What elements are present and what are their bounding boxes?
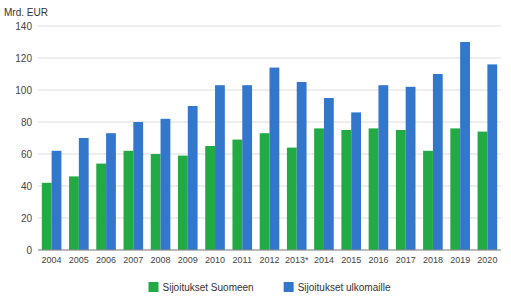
legend-item: Sijoitukset ulkomaille [284,282,391,293]
bar [297,82,307,250]
bar [106,133,116,250]
bar [133,122,143,250]
bar [406,87,416,250]
bar [232,140,242,250]
x-tick-label: 2017 [396,255,416,265]
legend-swatch [149,282,159,292]
y-axis-label: Mrd. EUR [4,7,48,18]
x-tick-label: 2020 [477,255,497,265]
x-tick-label: 2012 [259,255,279,265]
bar [96,164,106,250]
x-tick-label: 2016 [368,255,388,265]
y-tick-label: 80 [21,117,33,128]
bar [42,183,52,250]
x-tick-label: 2014 [314,255,334,265]
x-tick-label: 2015 [341,255,361,265]
legend-item: Sijoitukset Suomeen [149,282,254,293]
legend-swatch [284,282,294,292]
x-tick-label: 2019 [450,255,470,265]
chart: 0 20 40 60 80 100 120 140 Mrd. EUR 2004 2005 2006 20… [0,0,511,306]
grid-line [38,26,501,27]
bar [423,151,433,250]
bar [188,106,198,250]
y-tick-label: 140 [15,21,32,32]
bar [178,156,188,250]
bar [79,138,89,250]
bar [270,68,280,250]
bar [205,146,215,250]
x-tick-label: 2010 [205,255,225,265]
bar [314,128,324,250]
bar [351,112,361,250]
chart-container: 0 20 40 60 80 100 120 140 Mrd. EUR 2004 2005 2006 20… [0,0,511,306]
x-tick-label: 2011 [233,255,252,265]
bar [478,132,488,250]
x-tick-label: 2007 [123,255,143,265]
bar [341,130,351,250]
x-tick-label: 2006 [96,255,116,265]
bar [460,42,470,250]
bar [487,64,497,250]
bar [242,85,252,250]
y-tick-label: 100 [15,85,32,96]
bar [151,154,161,250]
y-tick-label: 20 [21,213,33,224]
bars [42,42,497,250]
x-tick-label: 2004 [42,255,62,265]
bar [260,133,270,250]
bar [215,85,225,250]
bar [69,176,79,250]
bar [396,130,406,250]
bar [161,119,171,250]
grid-line [38,250,501,251]
bar [287,148,297,250]
bar [433,74,443,250]
legend-label: Sijoitukset ulkomaille [298,282,391,293]
y-tick-label: 40 [21,181,33,192]
bar [378,85,388,250]
bar [52,151,62,250]
x-tick-label: 2005 [69,255,89,265]
x-tick-label: 2018 [423,255,443,265]
y-tick-label: 120 [15,53,32,64]
bar [324,98,334,250]
bar [369,128,379,250]
x-tick-label: 2008 [151,255,171,265]
legend-label: Sijoitukset Suomeen [163,282,254,293]
bar [450,128,460,250]
legend: Sijoitukset Suomeen Sijoitukset ulkomaill… [149,282,391,293]
x-tick-label: 2009 [178,255,198,265]
bar [124,151,134,250]
grid-line [38,58,501,59]
grid [38,26,501,250]
y-tick-label: 60 [21,149,33,160]
x-tick-label: 2013* [285,255,309,265]
y-tick-label: 0 [26,245,32,256]
x-axis-line [38,250,501,251]
